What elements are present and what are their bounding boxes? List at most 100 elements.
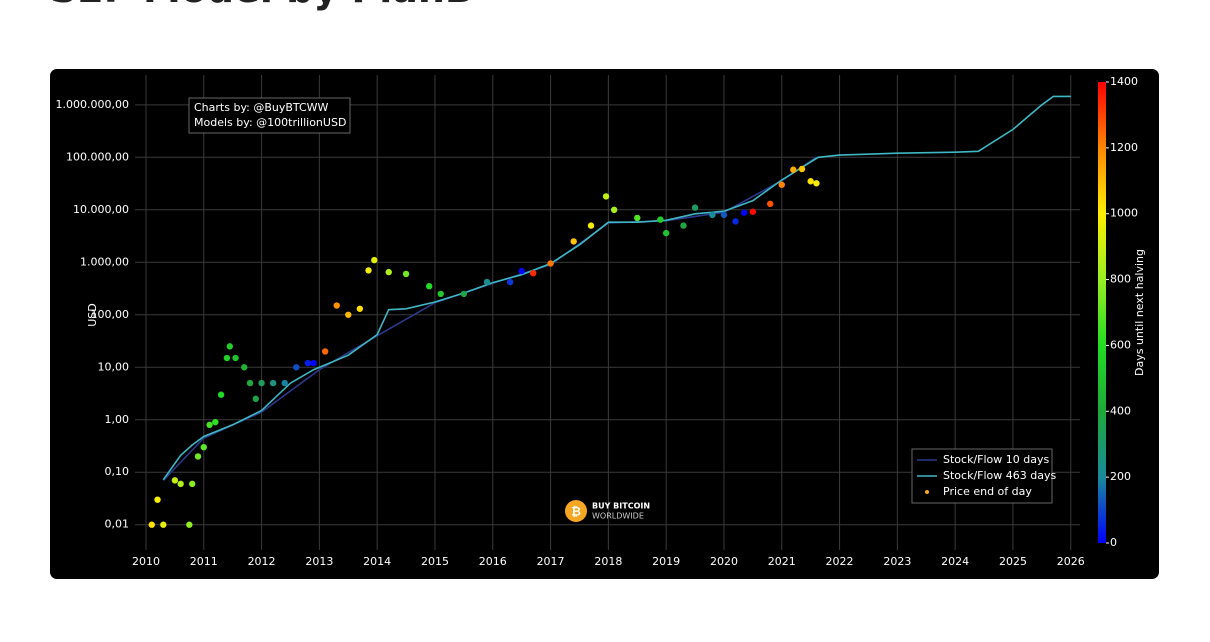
x-tick-label: 2020: [710, 555, 738, 568]
x-tick-label: 2021: [768, 555, 796, 568]
price-point: [798, 165, 806, 173]
colorbar-tick-label: 800: [1110, 273, 1131, 286]
price-point: [530, 269, 537, 277]
price-point: [657, 216, 664, 223]
price-point: [385, 268, 392, 276]
colorbar-tick-label: 0: [1110, 536, 1117, 549]
price-point: [547, 260, 554, 267]
price-point: [570, 238, 577, 245]
colorbar: [1098, 82, 1106, 543]
price-point: [186, 521, 193, 528]
chart-background: [50, 69, 1159, 579]
price-point: [610, 206, 618, 213]
x-tick-label: 2011: [190, 555, 218, 568]
price-point: [460, 290, 468, 298]
annotation: Models by: @100trillionUSD: [194, 116, 346, 129]
colorbar-tick-label: 400: [1110, 404, 1131, 417]
y-axis-label: USD: [86, 303, 99, 327]
price-point: [333, 302, 340, 309]
annotation: Charts by: @BuyBTCWW: [194, 101, 329, 114]
price-point: [232, 354, 239, 362]
x-tick-label: 2010: [132, 555, 160, 568]
y-tick-label: 1.000,00: [80, 255, 129, 268]
x-tick-label: 2015: [421, 555, 449, 568]
price-point: [371, 256, 378, 264]
price-point: [281, 379, 288, 387]
colorbar-tick-label: 600: [1110, 338, 1131, 351]
price-point: [634, 214, 641, 222]
price-point: [720, 211, 728, 219]
price-point: [246, 379, 254, 387]
price-point: [160, 521, 167, 528]
price-point: [269, 379, 277, 387]
y-tick-label: 0,10: [105, 465, 130, 478]
price-point: [226, 343, 233, 350]
watermark-logo: [565, 500, 587, 522]
x-tick-label: 2025: [999, 555, 1027, 568]
y-tick-label: 100,00: [91, 308, 130, 321]
price-point: [189, 480, 196, 488]
price-point: [365, 267, 372, 274]
price-point: [402, 270, 410, 278]
price-point: [223, 354, 231, 362]
page-title: S2F Model by PlanB: [50, 0, 474, 11]
colorbar-tick-label: 1400: [1110, 75, 1138, 88]
price-point: [778, 181, 785, 188]
price-point: [680, 222, 687, 229]
y-tick-label: 1,00: [105, 413, 130, 426]
price-point: [194, 453, 202, 460]
colorbar-tick-label: 1200: [1110, 141, 1138, 154]
y-tick-label: 10,00: [98, 360, 130, 373]
model-line: [162, 95, 1071, 481]
colorbar-title: Days until next halving: [1133, 249, 1146, 376]
price-point: [171, 477, 179, 484]
legend-label: Price end of day: [943, 485, 1032, 498]
y-tick-label: 10.000,00: [73, 203, 129, 216]
price-point: [709, 211, 716, 219]
x-tick-label: 2016: [479, 555, 507, 568]
price-point: [217, 391, 225, 398]
watermark-icon: ₿: [571, 505, 581, 519]
price-point: [518, 267, 525, 275]
y-tick-label: 1.000.000,00: [56, 98, 129, 111]
price-point: [587, 222, 595, 229]
x-tick-label: 2022: [826, 555, 854, 568]
price-point: [790, 166, 797, 173]
colorbar-tick-label: 200: [1110, 470, 1131, 483]
price-point: [252, 395, 259, 403]
price-point: [148, 521, 155, 528]
colorbar-tick-label: 1000: [1110, 207, 1138, 220]
price-point: [662, 229, 670, 237]
price-point: [200, 443, 207, 451]
x-tick-label: 2017: [537, 555, 565, 568]
price-point: [310, 359, 317, 367]
x-tick-label: 2024: [941, 555, 969, 568]
annotation-box: [188, 97, 351, 134]
x-tick-label: 2019: [652, 555, 680, 568]
price-point: [258, 379, 265, 387]
legend-label: Stock/Flow 463 days: [943, 469, 1056, 482]
y-tick-label: 0,01: [105, 518, 130, 531]
price-point: [602, 193, 610, 200]
price-point: [304, 359, 312, 367]
price-point: [732, 218, 739, 225]
price-point: [483, 278, 491, 286]
price-point: [749, 208, 757, 215]
price-point: [437, 290, 444, 298]
price-point: [807, 178, 814, 185]
watermark-text: WORLDWIDE: [592, 512, 644, 521]
x-tick-label: 2023: [883, 555, 911, 568]
x-tick-label: 2014: [363, 555, 391, 568]
legend-label: Stock/Flow 10 days: [943, 453, 1049, 466]
price-point: [293, 364, 300, 371]
x-tick-label: 2013: [305, 555, 333, 568]
watermark-text: BUY BITCOIN: [592, 502, 650, 511]
y-tick-label: 100.000,00: [66, 150, 129, 163]
price-point: [356, 305, 364, 312]
price-point: [740, 209, 748, 216]
price-point: [321, 348, 329, 355]
legend-swatch: [925, 490, 929, 494]
price-point: [767, 200, 774, 208]
